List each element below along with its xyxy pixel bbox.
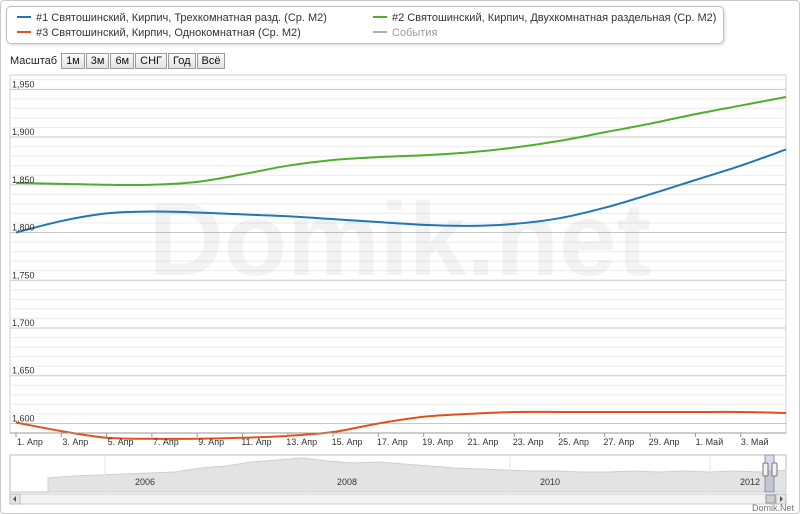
x-tick-label: 17. Апр (377, 437, 408, 447)
y-tick-label: 1,650 (12, 366, 35, 376)
scrollbar-track[interactable] (9, 493, 787, 505)
zoom-label: Масштаб (10, 55, 58, 67)
legend: #1 Святошинский, Кирпич, Трехкомнатная р… (6, 6, 724, 44)
zoom-1m-button[interactable]: 1м (61, 53, 85, 69)
series-line-2[interactable] (15, 95, 787, 187)
watermark: Domik.net (149, 182, 652, 298)
arrow-left-icon (13, 496, 16, 502)
legend-item-series-3[interactable]: #3 Святошинский, Кирпич, Однокомнатная (… (17, 27, 301, 39)
x-tick-label: 7. Апр (153, 437, 179, 447)
zoom-1y-button[interactable]: Год (167, 53, 196, 69)
navigator-series (47, 457, 787, 493)
series-line-3[interactable] (15, 410, 787, 440)
legend-swatch (17, 31, 31, 34)
zoom-selector: Масштаб 1м 3м 6м СНГ Год Всё (10, 53, 226, 69)
navigator-year-label: 2010 (540, 477, 560, 487)
navigator-handle[interactable] (762, 462, 769, 477)
x-tick-label: 27. Апр (603, 437, 634, 447)
x-tick-label: 1. Апр (17, 437, 43, 447)
y-tick-label: 1,900 (12, 127, 35, 137)
navigator-year-label: 2008 (337, 477, 357, 487)
scrollbar-thumb[interactable] (765, 494, 776, 504)
x-tick-label: 15. Апр (332, 437, 363, 447)
x-tick-label: 3. Май (741, 437, 769, 447)
navigator-handle[interactable] (771, 462, 778, 477)
navigator-year-label: 2006 (135, 477, 155, 487)
y-tick-label: 1,950 (12, 79, 35, 89)
legend-label: #2 Святошинский, Кирпич, Двухкомнатная р… (392, 12, 717, 24)
legend-label: #3 Святошинский, Кирпич, Однокомнатная (… (36, 27, 301, 39)
y-tick-label: 1,750 (12, 270, 35, 280)
zoom-all-button[interactable]: Всё (196, 53, 226, 69)
x-tick-label: 1. Май (696, 437, 724, 447)
legend-label: События (392, 27, 438, 39)
legend-item-events[interactable]: События (373, 27, 437, 39)
y-tick-label: 1,850 (12, 175, 35, 185)
x-tick-label: 13. Апр (286, 437, 317, 447)
legend-swatch (17, 16, 31, 19)
x-tick-label: 23. Апр (513, 437, 544, 447)
legend-swatch (373, 31, 387, 34)
x-tick-label: 3. Апр (62, 437, 88, 447)
legend-item-series-1[interactable]: #1 Святошинский, Кирпич, Трехкомнатная р… (17, 12, 327, 24)
x-tick-label: 19. Апр (422, 437, 453, 447)
arrow-right-icon (780, 496, 783, 502)
plot-area (9, 74, 787, 434)
x-tick-label: 29. Апр (649, 437, 680, 447)
x-tick-label: 21. Апр (467, 437, 498, 447)
zoom-ytd-button[interactable]: СНГ (135, 53, 167, 69)
legend-label: #1 Святошинский, Кирпич, Трехкомнатная р… (36, 12, 327, 24)
x-tick-label: 9. Апр (198, 437, 224, 447)
y-tick-label: 1,600 (12, 413, 35, 423)
credit-link[interactable]: Domik.Net (751, 503, 794, 513)
x-tick-label: 25. Апр (558, 437, 589, 447)
legend-item-series-2[interactable]: #2 Святошинский, Кирпич, Двухкомнатная р… (373, 12, 716, 24)
series-line-1[interactable] (15, 148, 787, 234)
navigator-year-label: 2012 (740, 477, 760, 487)
x-tick-label: 11. Апр (241, 437, 271, 447)
zoom-6m-button[interactable]: 6м (110, 53, 135, 69)
legend-swatch (373, 16, 387, 19)
x-tick-label: 5. Апр (108, 437, 134, 447)
y-tick-label: 1,700 (12, 318, 35, 328)
y-tick-label: 1,800 (12, 223, 35, 233)
zoom-3m-button[interactable]: 3м (85, 53, 110, 69)
